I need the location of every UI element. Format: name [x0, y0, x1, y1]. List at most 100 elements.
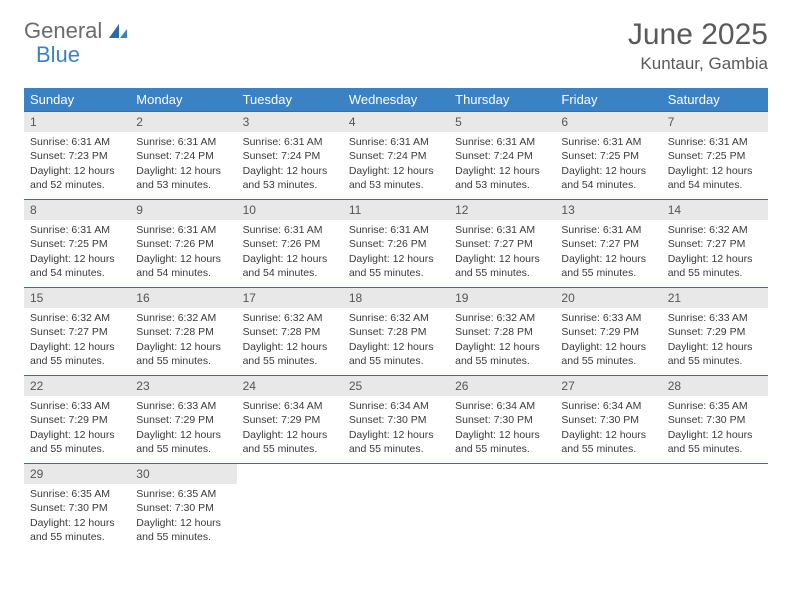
header: General June 2025 Kuntaur, Gambia: [24, 18, 768, 74]
calendar-week-row: 22Sunrise: 6:33 AMSunset: 7:29 PMDayligh…: [24, 376, 768, 464]
sunset-line: Sunset: 7:24 PM: [136, 149, 230, 163]
daylight-line: Daylight: 12 hours and 55 minutes.: [30, 340, 124, 368]
daylight-line: Daylight: 12 hours and 55 minutes.: [136, 340, 230, 368]
calendar-day-cell: 15Sunrise: 6:32 AMSunset: 7:27 PMDayligh…: [24, 288, 130, 376]
calendar-day-cell: 21Sunrise: 6:33 AMSunset: 7:29 PMDayligh…: [662, 288, 768, 376]
daylight-line: Daylight: 12 hours and 55 minutes.: [561, 340, 655, 368]
day-number: 30: [130, 464, 236, 484]
calendar-day-cell: 18Sunrise: 6:32 AMSunset: 7:28 PMDayligh…: [343, 288, 449, 376]
month-title: June 2025: [628, 18, 768, 52]
daylight-line: Daylight: 12 hours and 55 minutes.: [668, 252, 762, 280]
daylight-line: Daylight: 12 hours and 55 minutes.: [455, 252, 549, 280]
day-details: Sunrise: 6:33 AMSunset: 7:29 PMDaylight:…: [24, 396, 130, 462]
sunset-line: Sunset: 7:26 PM: [243, 237, 337, 251]
sunset-line: Sunset: 7:27 PM: [668, 237, 762, 251]
day-number: 3: [237, 112, 343, 132]
daylight-line: Daylight: 12 hours and 53 minutes.: [243, 164, 337, 192]
day-details: Sunrise: 6:35 AMSunset: 7:30 PMDaylight:…: [130, 484, 236, 550]
day-number: 28: [662, 376, 768, 396]
calendar-body: 1Sunrise: 6:31 AMSunset: 7:23 PMDaylight…: [24, 112, 768, 552]
calendar-day-cell: 20Sunrise: 6:33 AMSunset: 7:29 PMDayligh…: [555, 288, 661, 376]
sunrise-line: Sunrise: 6:34 AM: [561, 399, 655, 413]
day-details: Sunrise: 6:32 AMSunset: 7:27 PMDaylight:…: [662, 220, 768, 286]
daylight-line: Daylight: 12 hours and 54 minutes.: [30, 252, 124, 280]
sunset-line: Sunset: 7:25 PM: [30, 237, 124, 251]
calendar-day-cell: [237, 464, 343, 552]
calendar-day-cell: 1Sunrise: 6:31 AMSunset: 7:23 PMDaylight…: [24, 112, 130, 200]
calendar-day-cell: 17Sunrise: 6:32 AMSunset: 7:28 PMDayligh…: [237, 288, 343, 376]
day-details: Sunrise: 6:31 AMSunset: 7:24 PMDaylight:…: [237, 132, 343, 198]
sunset-line: Sunset: 7:28 PM: [136, 325, 230, 339]
sunrise-line: Sunrise: 6:31 AM: [455, 135, 549, 149]
sunrise-line: Sunrise: 6:31 AM: [30, 223, 124, 237]
calendar-day-cell: 24Sunrise: 6:34 AMSunset: 7:29 PMDayligh…: [237, 376, 343, 464]
day-details: Sunrise: 6:31 AMSunset: 7:24 PMDaylight:…: [343, 132, 449, 198]
daylight-line: Daylight: 12 hours and 54 minutes.: [561, 164, 655, 192]
calendar-day-cell: 10 Sunrise: 6:31 AMSunset: 7:26 PMDayligh…: [237, 200, 343, 288]
day-number: 20: [555, 288, 661, 308]
sunrise-line: Sunrise: 6:31 AM: [349, 135, 443, 149]
sunrise-line: Sunrise: 6:31 AM: [243, 223, 337, 237]
day-number: 17: [237, 288, 343, 308]
calendar-day-cell: 8 Sunrise: 6:31 AMSunset: 7:25 PMDaylight…: [24, 200, 130, 288]
sunrise-line: Sunrise: 6:34 AM: [243, 399, 337, 413]
calendar-day-cell: 30Sunrise: 6:35 AMSunset: 7:30 PMDayligh…: [130, 464, 236, 552]
sunrise-line: Sunrise: 6:32 AM: [349, 311, 443, 325]
day-number: 26: [449, 376, 555, 396]
sunrise-line: Sunrise: 6:31 AM: [136, 135, 230, 149]
weekday-header: Wednesday: [343, 88, 449, 112]
sunrise-line: Sunrise: 6:32 AM: [30, 311, 124, 325]
day-number: 10: [237, 200, 343, 220]
sunset-line: Sunset: 7:28 PM: [243, 325, 337, 339]
daylight-line: Daylight: 12 hours and 53 minutes.: [136, 164, 230, 192]
daylight-line: Daylight: 12 hours and 55 minutes.: [349, 428, 443, 456]
day-number: 15: [24, 288, 130, 308]
calendar-day-cell: 12Sunrise: 6:31 AMSunset: 7:27 PMDayligh…: [449, 200, 555, 288]
calendar-day-cell: [662, 464, 768, 552]
sunset-line: Sunset: 7:30 PM: [668, 413, 762, 427]
day-details: Sunrise: 6:31 AMSunset: 7:27 PMDaylight:…: [555, 220, 661, 286]
sunset-line: Sunset: 7:30 PM: [349, 413, 443, 427]
weekday-header: Saturday: [662, 88, 768, 112]
calendar-day-cell: 22Sunrise: 6:33 AMSunset: 7:29 PMDayligh…: [24, 376, 130, 464]
calendar-day-cell: 19Sunrise: 6:32 AMSunset: 7:28 PMDayligh…: [449, 288, 555, 376]
calendar-day-cell: 25Sunrise: 6:34 AMSunset: 7:30 PMDayligh…: [343, 376, 449, 464]
sunset-line: Sunset: 7:28 PM: [455, 325, 549, 339]
daylight-line: Daylight: 12 hours and 55 minutes.: [243, 340, 337, 368]
sunrise-line: Sunrise: 6:34 AM: [455, 399, 549, 413]
sunset-line: Sunset: 7:25 PM: [561, 149, 655, 163]
calendar-day-cell: [343, 464, 449, 552]
daylight-line: Daylight: 12 hours and 55 minutes.: [455, 428, 549, 456]
calendar-day-cell: 2Sunrise: 6:31 AMSunset: 7:24 PMDaylight…: [130, 112, 236, 200]
calendar-day-cell: 16Sunrise: 6:32 AMSunset: 7:28 PMDayligh…: [130, 288, 236, 376]
brand-word-2: Blue: [36, 42, 80, 68]
calendar-week-row: 1Sunrise: 6:31 AMSunset: 7:23 PMDaylight…: [24, 112, 768, 200]
weekday-header: Friday: [555, 88, 661, 112]
daylight-line: Daylight: 12 hours and 55 minutes.: [30, 428, 124, 456]
calendar-day-cell: 26 Sunrise: 6:34 AMSunset: 7:30 PMDayligh…: [449, 376, 555, 464]
day-details: Sunrise: 6:32 AMSunset: 7:28 PMDaylight:…: [343, 308, 449, 374]
calendar-day-cell: 7Sunrise: 6:31 AMSunset: 7:25 PMDaylight…: [662, 112, 768, 200]
day-number: 7: [662, 112, 768, 132]
day-details: Sunrise: 6:33 AMSunset: 7:29 PMDaylight:…: [662, 308, 768, 374]
sail-icon: [107, 22, 129, 40]
daylight-line: Daylight: 12 hours and 54 minutes.: [243, 252, 337, 280]
day-number: 8: [24, 200, 130, 220]
day-number: 6: [555, 112, 661, 132]
sunset-line: Sunset: 7:29 PM: [243, 413, 337, 427]
weekday-header: Monday: [130, 88, 236, 112]
brand-logo: General: [24, 18, 131, 44]
calendar-day-cell: 13Sunrise: 6:31 AMSunset: 7:27 PMDayligh…: [555, 200, 661, 288]
calendar-day-cell: [555, 464, 661, 552]
day-number: 27: [555, 376, 661, 396]
calendar-day-cell: 6Sunrise: 6:31 AMSunset: 7:25 PMDaylight…: [555, 112, 661, 200]
sunset-line: Sunset: 7:27 PM: [455, 237, 549, 251]
day-number: 9: [130, 200, 236, 220]
sunset-line: Sunset: 7:30 PM: [455, 413, 549, 427]
day-details: Sunrise: 6:32 AMSunset: 7:28 PMDaylight:…: [130, 308, 236, 374]
sunrise-line: Sunrise: 6:31 AM: [349, 223, 443, 237]
calendar-day-cell: 9Sunrise: 6:31 AMSunset: 7:26 PMDaylight…: [130, 200, 236, 288]
day-number: 29: [24, 464, 130, 484]
calendar-table: Sunday Monday Tuesday Wednesday Thursday…: [24, 88, 768, 552]
day-details: Sunrise: 6:35 AMSunset: 7:30 PMDaylight:…: [24, 484, 130, 550]
